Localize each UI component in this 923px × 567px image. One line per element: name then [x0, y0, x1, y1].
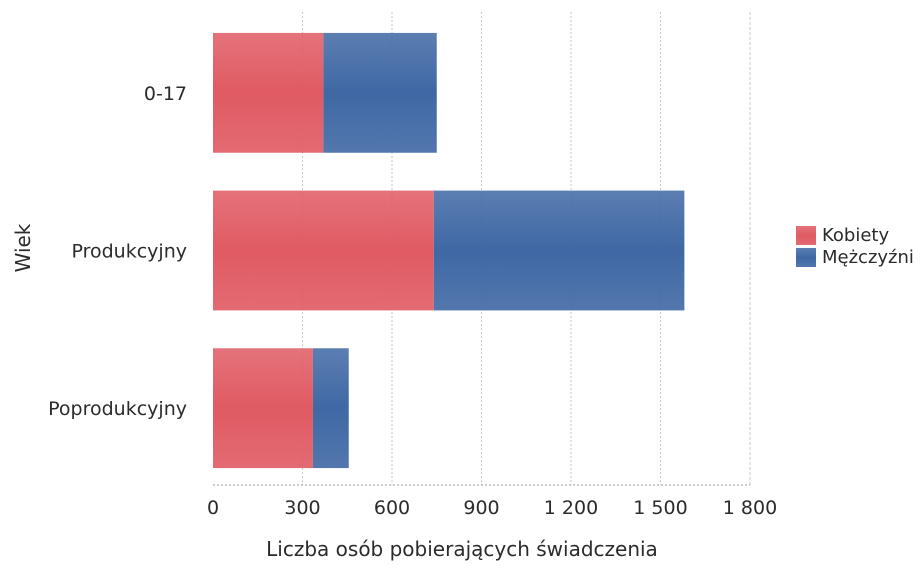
bar-poprodukcyjny-mezczyzni	[312, 348, 349, 469]
bar-produkcyjny-kobiety	[213, 190, 434, 311]
x-tick-label: 1 200	[544, 497, 598, 519]
x-tick-label: 600	[374, 497, 410, 519]
x-tick-label: 1 500	[633, 497, 687, 519]
x-axis: 0 300 600 900 1 200 1 500 1 800	[207, 497, 777, 519]
y-tick-label: Produkcyjny	[71, 241, 187, 263]
y-axis-title: Wiek	[11, 223, 35, 272]
x-tick-label: 1 800	[723, 497, 777, 519]
y-tick-label: 0-17	[144, 83, 187, 105]
x-tick-label: 0	[207, 497, 219, 519]
y-tick-label: Poprodukcyjny	[48, 398, 187, 420]
bar-0-17-kobiety	[213, 32, 324, 153]
bar-poprodukcyjny-kobiety	[213, 348, 313, 469]
x-axis-title: Liczba osób pobierających świadczenia	[266, 537, 658, 561]
x-tick-label: 900	[463, 497, 499, 519]
bar-0-17-mezczyzni	[323, 32, 437, 153]
bars	[213, 32, 685, 469]
legend-swatch	[796, 226, 816, 245]
legend-swatch	[796, 248, 816, 267]
legend-label: Mężczyźni	[822, 247, 914, 268]
x-tick-label: 300	[284, 497, 320, 519]
bar-produkcyjny-mezczyzni	[433, 190, 685, 311]
legend-label: Kobiety	[822, 225, 889, 246]
y-axis: 0-17 Produkcyjny Poprodukcyjny	[48, 83, 187, 420]
